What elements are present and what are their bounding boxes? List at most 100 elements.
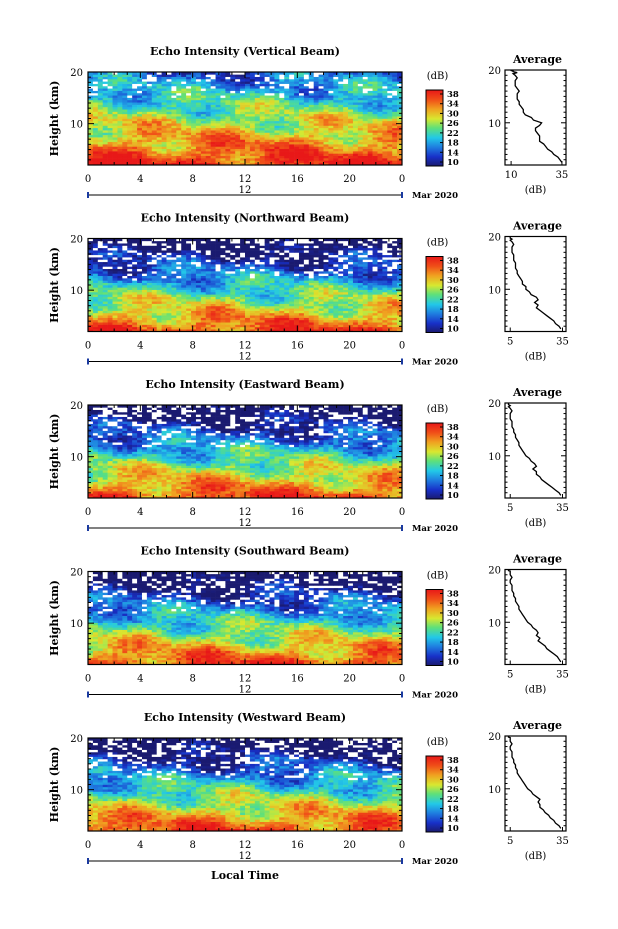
heatmap-cell — [225, 315, 231, 318]
heatmap-cell — [279, 118, 285, 122]
heatmap-cell — [279, 141, 285, 145]
heatmap-cell — [132, 273, 138, 277]
heatmap-cell — [117, 134, 123, 138]
heatmap-cell — [141, 261, 148, 265]
heatmap-cell — [387, 162, 393, 166]
heatmap-cell — [205, 278, 211, 281]
heatmap-cell — [191, 88, 197, 91]
heatmap-cell — [210, 155, 216, 159]
heatmap-cell — [372, 310, 378, 314]
heatmap-cell — [377, 83, 383, 87]
heatmap-cell — [397, 312, 403, 316]
heatmap-cell — [313, 273, 319, 277]
heatmap-cell — [362, 287, 368, 290]
heatmap-cell — [146, 278, 153, 281]
heatmap-cell — [127, 305, 133, 309]
heatmap-cell — [249, 250, 256, 253]
heatmap-cell — [303, 130, 310, 133]
heatmap-cell — [284, 268, 290, 272]
heatmap-cell — [137, 326, 143, 330]
heatmap-cell — [284, 125, 290, 129]
heatmap-cell — [249, 326, 256, 330]
heatmap-cell — [210, 127, 216, 131]
heatmap-cell — [254, 250, 261, 253]
heatmap-cell — [352, 90, 359, 94]
heatmap-cell — [132, 123, 138, 126]
heatmap-cell — [200, 294, 207, 297]
heatmap-cell — [122, 78, 128, 82]
heatmap-cell — [269, 319, 275, 323]
heatmap-cell — [279, 102, 285, 105]
heatmap-cell — [245, 146, 251, 150]
heatmap-cell — [230, 280, 236, 283]
colorbar-tick-label: 10 — [447, 158, 459, 168]
heatmap-cell — [289, 104, 295, 108]
heatmap-cell — [205, 273, 211, 277]
heatmap-cell — [284, 132, 290, 136]
heatmap-cell — [362, 106, 368, 110]
heatmap-cell — [230, 162, 236, 166]
heatmap-cell — [225, 83, 231, 87]
heatmap-cell — [348, 257, 354, 260]
heatmap-cell — [357, 111, 364, 115]
heatmap-cell — [392, 310, 398, 314]
heatmap-cell — [200, 285, 207, 288]
heatmap-cell — [333, 123, 339, 126]
heatmap-cell — [274, 151, 280, 154]
heatmap-cell — [367, 322, 373, 325]
heatmap-cell — [387, 76, 393, 80]
heatmap-cell — [166, 278, 172, 281]
heatmap-cell — [352, 294, 359, 297]
heatmap-cell — [279, 95, 285, 98]
heatmap-cell — [102, 296, 108, 300]
heatmap-cell — [254, 329, 261, 332]
heatmap-cell — [249, 104, 256, 108]
heatmap-cell — [156, 303, 162, 307]
heatmap-cell — [382, 280, 388, 283]
heatmap-cell — [146, 153, 153, 157]
heatmap-cell — [161, 146, 167, 150]
heatmap-cell — [397, 97, 403, 101]
heatmap-cell — [92, 127, 99, 131]
heatmap-cell — [338, 146, 344, 150]
heatmap-cell — [210, 137, 216, 140]
heatmap-cell — [107, 268, 113, 272]
heatmap-cell — [249, 312, 256, 316]
heatmap-cell — [107, 92, 113, 96]
heatmap-cell — [132, 76, 138, 80]
heatmap-cell — [137, 273, 143, 277]
x-tick-label: 12 — [239, 174, 252, 185]
heatmap-cell — [269, 137, 275, 140]
heatmap-cell — [102, 160, 108, 163]
heatmap-cell — [357, 123, 364, 126]
heatmap-cell — [343, 319, 349, 323]
heatmap-cell — [191, 90, 197, 94]
heatmap-cell — [195, 132, 202, 136]
heatmap-cell — [289, 317, 295, 321]
heatmap-cell — [274, 85, 280, 89]
heatmap-cell — [333, 287, 339, 290]
heatmap-cell — [328, 74, 334, 77]
heatmap-cell — [392, 280, 398, 283]
heatmap-cell — [205, 125, 211, 129]
heatmap-cell — [338, 95, 344, 98]
heatmap-cell — [294, 259, 300, 263]
heatmap-cell — [181, 144, 187, 147]
heatmap-cell — [289, 250, 295, 253]
heatmap-cell — [102, 132, 108, 136]
heatmap-cell — [195, 319, 202, 323]
heatmap-cell — [387, 266, 393, 270]
heatmap-cell — [161, 308, 167, 311]
heatmap-cell — [289, 113, 295, 117]
heatmap-cell — [102, 130, 108, 133]
heatmap-cell — [215, 113, 221, 117]
heatmap-cell — [200, 291, 207, 295]
heatmap-cell — [220, 90, 226, 94]
heatmap-cell — [318, 144, 324, 147]
heatmap-cell — [191, 294, 197, 297]
heatmap-cell — [377, 308, 383, 311]
heatmap-cell — [97, 162, 104, 166]
heatmap-cell — [102, 113, 108, 117]
heatmap-cell — [97, 144, 104, 147]
heatmap-cell — [191, 81, 197, 84]
